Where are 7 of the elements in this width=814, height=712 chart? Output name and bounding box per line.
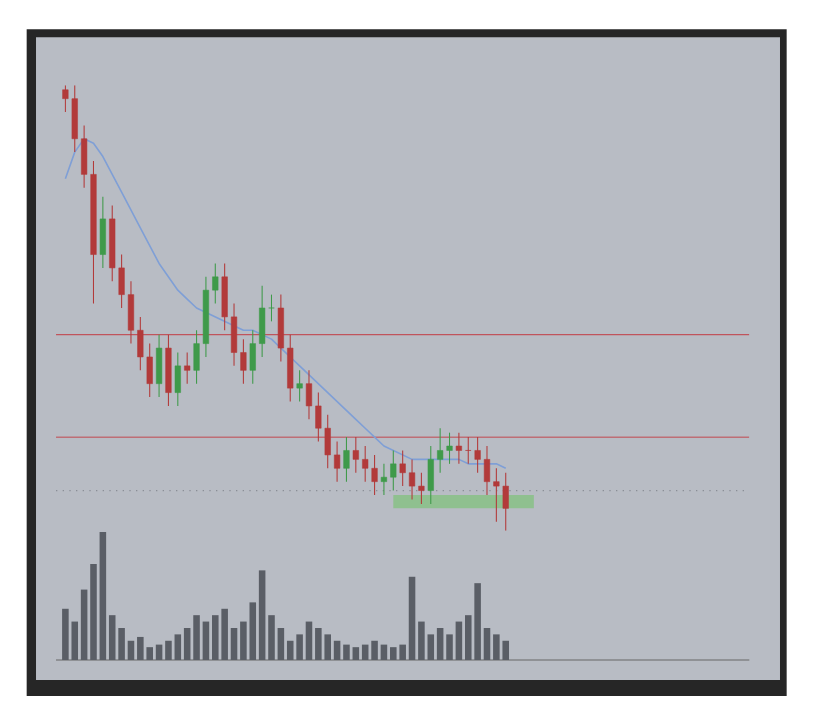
candlestick	[343, 436, 350, 483]
candlestick	[184, 351, 191, 385]
candlestick	[155, 334, 163, 398]
candlestick	[174, 351, 181, 407]
candlestick	[99, 196, 106, 269]
candlestick	[165, 334, 172, 407]
candlestick	[296, 369, 303, 403]
